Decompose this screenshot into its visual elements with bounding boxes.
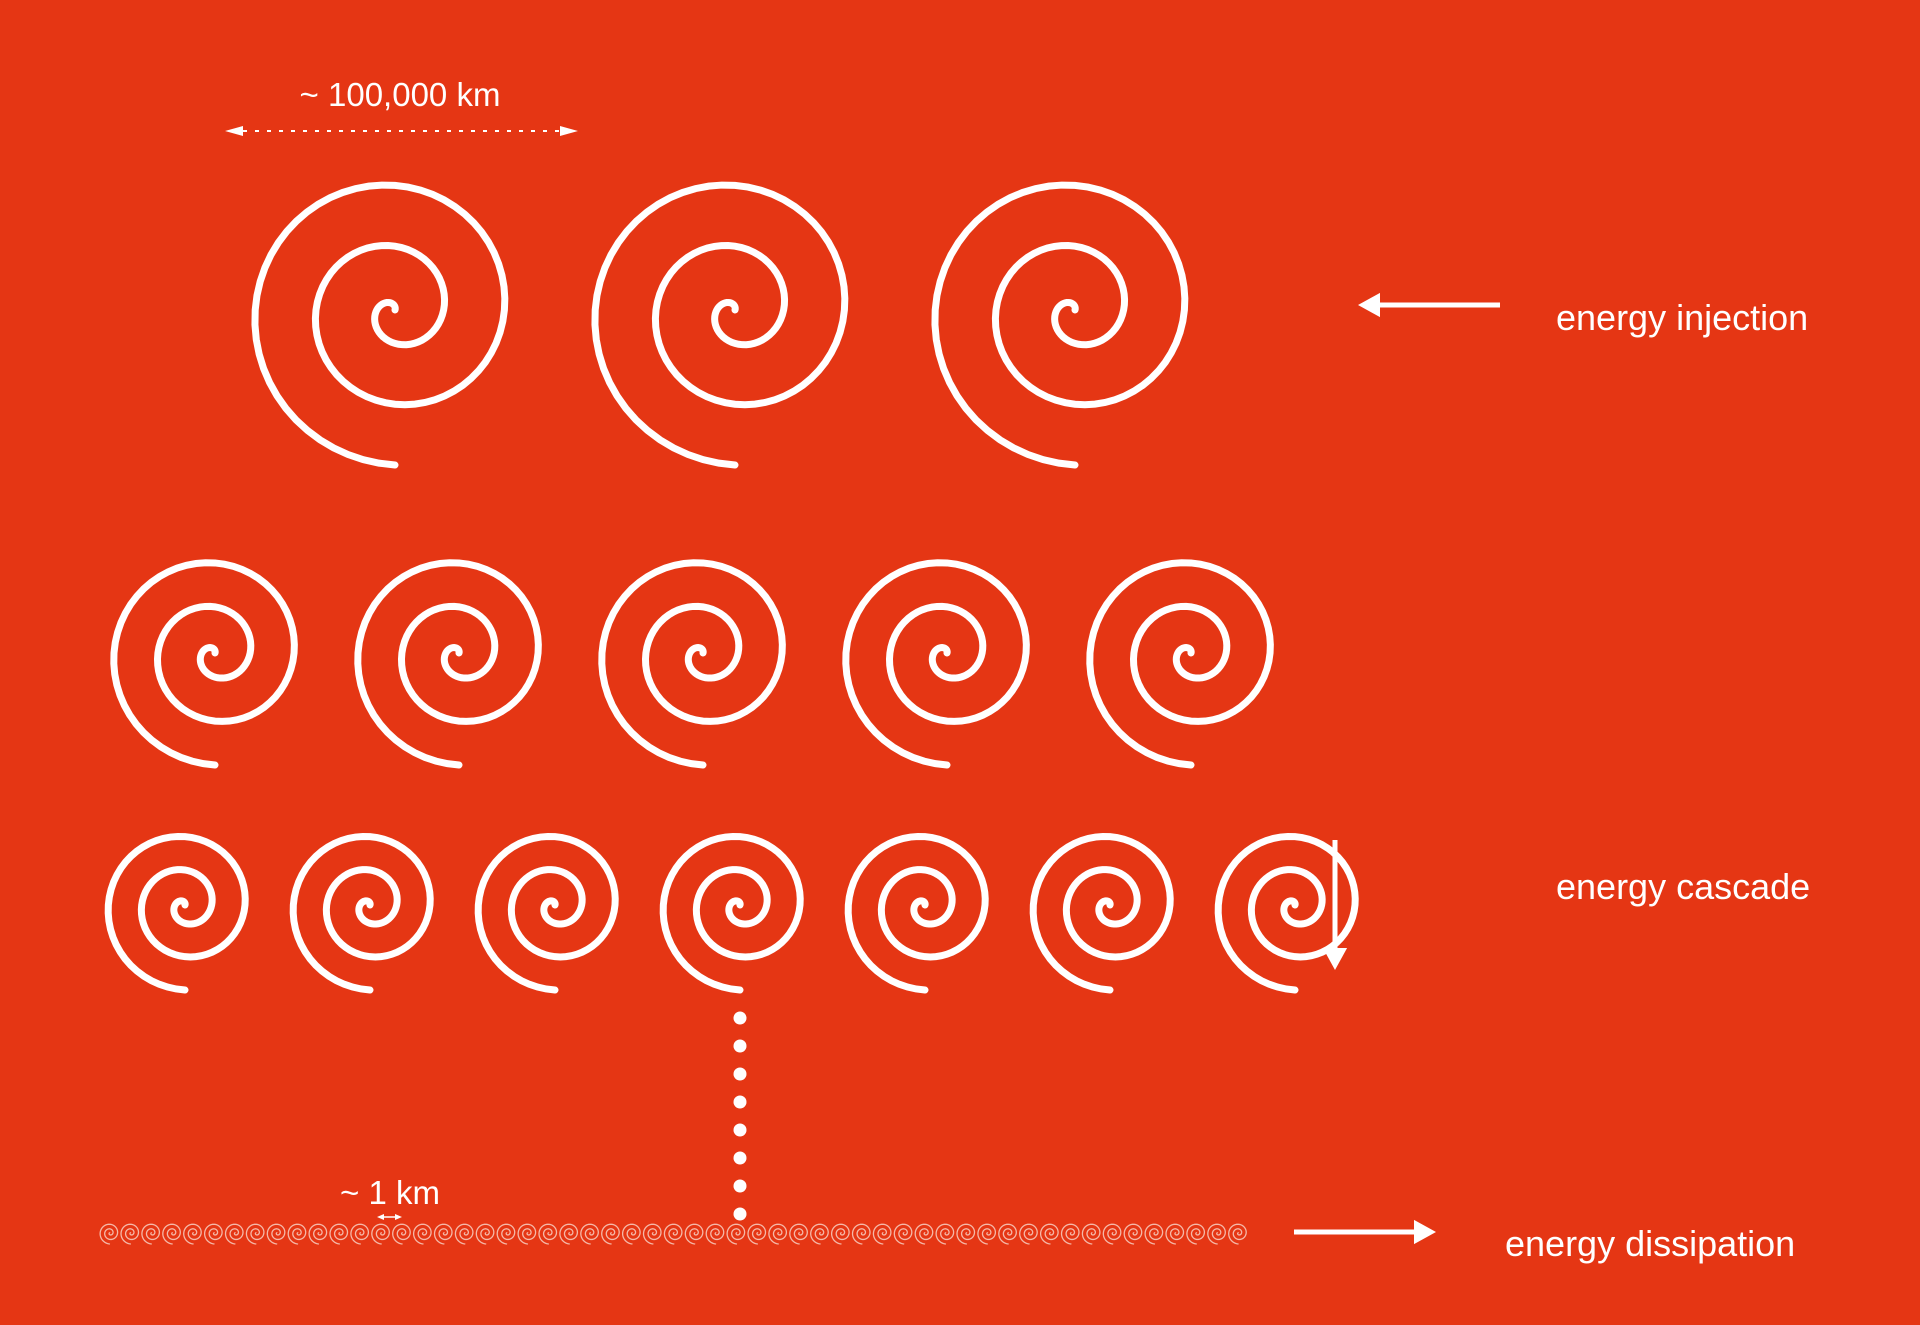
eddy-spiral-tiny [1020, 1224, 1037, 1244]
eddy-spiral-tiny [811, 1224, 828, 1244]
eddy-spiral-tiny [455, 1224, 472, 1244]
eddy-spiral-tiny [957, 1224, 974, 1244]
eddy-spiral [108, 836, 245, 990]
eddy-spiral-tiny [832, 1224, 849, 1244]
eddy-spiral-tiny [246, 1224, 263, 1244]
continuation-dot [734, 1180, 747, 1193]
eddy-spiral-tiny [372, 1224, 389, 1244]
eddy-spiral-tiny [476, 1224, 493, 1244]
arrowhead-icon [560, 126, 578, 136]
eddy-spiral [1033, 836, 1170, 990]
arrowhead-icon [395, 1214, 402, 1220]
eddy-spiral [848, 836, 985, 990]
continuation-dot [734, 1124, 747, 1137]
eddy-spiral-tiny [142, 1224, 159, 1244]
eddy-spiral-tiny [644, 1224, 661, 1244]
eddy-spiral [293, 836, 430, 990]
eddy-spiral-tiny [581, 1224, 598, 1244]
stage-label-dissipation: energy dissipation [1505, 1223, 1795, 1265]
eddy-spiral-tiny [121, 1224, 138, 1244]
eddy-spiral-tiny [727, 1224, 744, 1244]
eddy-spiral-tiny [602, 1224, 619, 1244]
eddy-spiral-tiny [1124, 1224, 1141, 1244]
eddy-spiral-tiny [518, 1224, 535, 1244]
eddy-spiral [478, 836, 615, 990]
eddy-spiral [602, 563, 783, 765]
eddy-spiral-tiny [1166, 1224, 1183, 1244]
eddy-spiral-tiny [978, 1224, 995, 1244]
eddy-spiral-tiny [414, 1224, 431, 1244]
eddy-spiral [1090, 563, 1271, 765]
eddy-spiral-tiny [288, 1224, 305, 1244]
eddy-spiral-tiny [853, 1224, 870, 1244]
arrowhead-icon [377, 1214, 384, 1220]
turbulence-cascade-diagram [0, 0, 1920, 1325]
eddy-spiral-tiny [393, 1224, 410, 1244]
eddy-spiral-tiny [351, 1224, 368, 1244]
scale-label-bottom: ~ 1 km [340, 1174, 440, 1212]
eddy-spiral [846, 563, 1027, 765]
eddy-spiral-tiny [1229, 1224, 1246, 1244]
eddy-spiral-tiny [1041, 1224, 1058, 1244]
stage-label-injection: energy injection [1556, 297, 1808, 339]
eddy-spiral [595, 185, 845, 465]
eddy-spiral-tiny [915, 1224, 932, 1244]
eddy-spiral-tiny [1082, 1224, 1099, 1244]
eddy-spiral-tiny [1103, 1224, 1120, 1244]
eddy-spiral-tiny [706, 1224, 723, 1244]
eddy-spiral-tiny [163, 1224, 180, 1244]
eddy-spiral-tiny [894, 1224, 911, 1244]
continuation-dot [734, 1208, 747, 1221]
arrowhead-icon [1323, 948, 1347, 970]
eddy-spiral-tiny [1208, 1224, 1225, 1244]
continuation-dot [734, 1152, 747, 1165]
scale-label-top: ~ 100,000 km [300, 76, 501, 114]
continuation-dot [734, 1040, 747, 1053]
eddy-spiral [358, 563, 539, 765]
eddy-spiral-tiny [497, 1224, 514, 1244]
eddy-spiral-tiny [226, 1224, 243, 1244]
eddy-spiral-tiny [748, 1224, 765, 1244]
eddy-spiral-tiny [769, 1224, 786, 1244]
eddy-spiral [114, 563, 295, 765]
eddy-spiral-tiny [330, 1224, 347, 1244]
eddy-spiral-tiny [560, 1224, 577, 1244]
continuation-dot [734, 1096, 747, 1109]
eddy-spiral-tiny [205, 1224, 222, 1244]
eddy-spiral [935, 185, 1185, 465]
eddy-spiral-tiny [685, 1224, 702, 1244]
eddy-spiral-tiny [184, 1224, 201, 1244]
eddy-spiral-tiny [623, 1224, 640, 1244]
arrowhead-icon [1414, 1220, 1436, 1244]
arrowhead-icon [225, 126, 243, 136]
eddy-spiral-tiny [664, 1224, 681, 1244]
eddy-spiral-tiny [1145, 1224, 1162, 1244]
stage-label-cascade: energy cascade [1556, 866, 1810, 908]
eddy-spiral-tiny [267, 1224, 284, 1244]
eddy-spiral-tiny [873, 1224, 890, 1244]
eddy-spiral-tiny [435, 1224, 452, 1244]
eddy-spiral-tiny [309, 1224, 326, 1244]
eddy-spiral-tiny [539, 1224, 556, 1244]
continuation-dot [734, 1068, 747, 1081]
eddy-spiral-tiny [790, 1224, 807, 1244]
continuation-dot [734, 1012, 747, 1025]
eddy-spiral-tiny [1187, 1224, 1204, 1244]
eddy-spiral-tiny [100, 1224, 117, 1244]
eddy-spiral [663, 836, 800, 990]
eddy-spiral-tiny [1062, 1224, 1079, 1244]
arrowhead-icon [1358, 293, 1380, 317]
eddy-spiral-tiny [999, 1224, 1016, 1244]
eddy-spiral [255, 185, 505, 465]
eddy-spiral-tiny [936, 1224, 953, 1244]
